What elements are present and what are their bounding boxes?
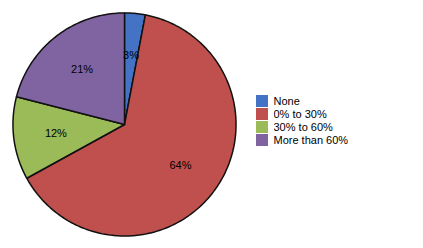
html-text:0% to 30%: 0% to 30% xyxy=(273,108,327,121)
svg-text:64%: 64% xyxy=(169,159,191,171)
svg-text:21%: 21% xyxy=(71,63,93,75)
svg-text:12%: 12% xyxy=(45,127,67,139)
html-text:None: None xyxy=(273,95,300,108)
html-text:30% to 60%: 30% to 60% xyxy=(273,121,333,134)
svg-text:3%: 3% xyxy=(123,49,139,61)
html-text:More than 60%: More than 60% xyxy=(273,134,349,147)
